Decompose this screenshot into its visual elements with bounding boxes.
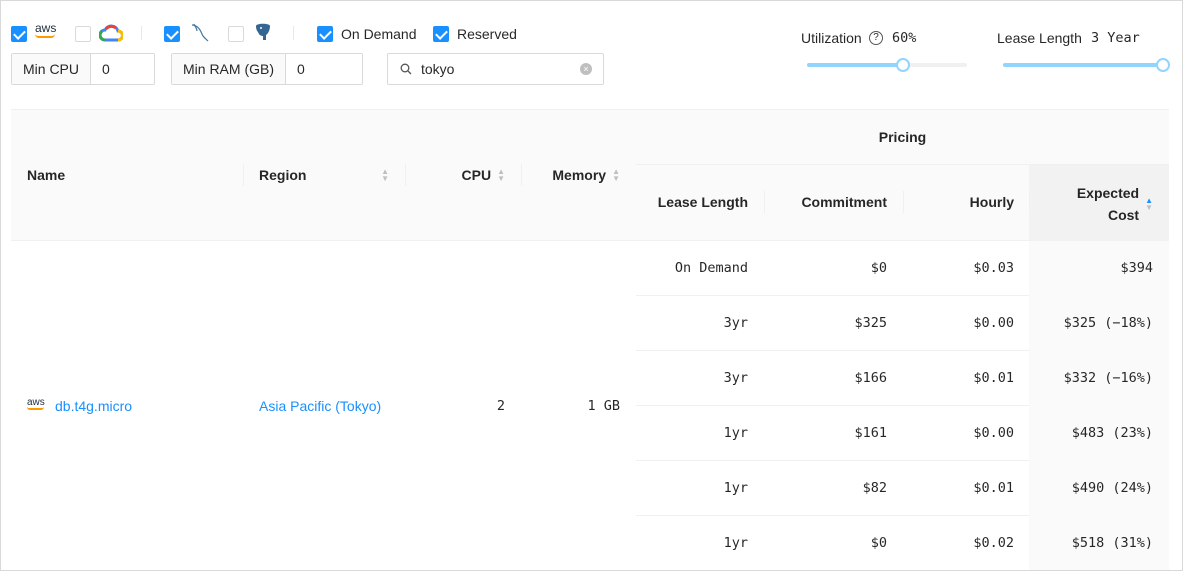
column-memory[interactable]: Memory ▲ ▼	[521, 167, 620, 183]
hourly-cell: $0.03	[973, 260, 1014, 276]
sort-icon: ▲ ▼	[612, 167, 620, 183]
expected-cost-cell: $483 (23%)	[1071, 425, 1153, 441]
hourly-cell: $0.01	[973, 480, 1014, 496]
sort-icon: ▲ ▼	[497, 167, 505, 183]
mysql-icon	[191, 23, 209, 42]
lease-cell: 3yr	[723, 315, 748, 331]
pricing-row: 3yr $166 $0.01 $332 (−16%)	[636, 351, 1169, 406]
column-name[interactable]: Name	[27, 167, 66, 183]
min-cpu-input[interactable]: 0	[102, 61, 110, 77]
min-ram-input[interactable]: 0	[297, 61, 305, 77]
postgresql-checkbox[interactable]	[228, 26, 244, 42]
aws-logo-icon: aws	[27, 397, 45, 410]
hourly-cell: $0.02	[973, 535, 1014, 551]
commitment-cell: $161	[854, 425, 887, 441]
min-cpu-label: Min CPU	[12, 54, 92, 84]
search-input[interactable]: tokyo ×	[387, 53, 604, 85]
column-region[interactable]: Region ▲ ▼	[259, 167, 389, 183]
column-lease-length[interactable]: Lease Length	[657, 194, 748, 210]
utilization-label: Utilization	[801, 30, 862, 46]
hourly-cell: $0.00	[973, 315, 1014, 331]
pricing-row: 1yr $161 $0.00 $483 (23%)	[636, 406, 1169, 461]
table-header	[11, 109, 1169, 241]
lease-cell: On Demand	[674, 260, 748, 276]
expected-cost-cell: $394	[1120, 260, 1153, 276]
commitment-cell: $325	[854, 315, 887, 331]
pricing-row: 1yr $0 $0.02 $518 (31%)	[636, 516, 1169, 570]
lease-length-value: 3 Year	[1091, 30, 1140, 46]
column-region-label: Region	[259, 167, 307, 183]
commitment-cell: $0	[870, 260, 887, 276]
column-cpu-label: CPU	[461, 167, 492, 183]
reserved-label: Reserved	[457, 26, 517, 42]
aws-logo-icon: aws	[35, 22, 56, 38]
commitment-cell: $166	[854, 370, 887, 386]
expected-cost-cell: $325 (−18%)	[1063, 315, 1153, 331]
aws-checkbox[interactable]	[11, 26, 27, 42]
column-expected-cost[interactable]: Expected Cost ▲ ▼	[1029, 182, 1153, 226]
sort-ascending-icon: ▲ ▼	[1145, 196, 1153, 212]
lease-cell: 1yr	[723, 480, 748, 496]
memory-value: 1 GB	[587, 398, 620, 414]
column-commitment[interactable]: Commitment	[801, 194, 887, 210]
min-ram-field[interactable]: Min RAM (GB) 0	[171, 53, 363, 85]
lease-length-label: Lease Length	[997, 30, 1082, 46]
on-demand-label: On Demand	[341, 26, 417, 42]
column-cpu[interactable]: CPU ▲ ▼	[405, 167, 505, 183]
expected-cost-cell: $518 (31%)	[1071, 535, 1153, 551]
column-memory-label: Memory	[552, 167, 607, 183]
on-demand-checkbox[interactable]	[317, 26, 333, 42]
lease-cell: 3yr	[723, 370, 748, 386]
utilization-slider[interactable]	[807, 58, 967, 72]
lease-cell: 1yr	[723, 535, 748, 551]
utilization-value: 60%	[892, 30, 917, 46]
commitment-cell: $82	[862, 480, 887, 496]
expected-cost-cell: $332 (−16%)	[1063, 370, 1153, 386]
search-icon	[400, 63, 412, 75]
pricing-row: On Demand $0 $0.03 $394	[636, 241, 1169, 296]
pricing-row: 1yr $82 $0.01 $490 (24%)	[636, 461, 1169, 516]
commitment-cell: $0	[870, 535, 887, 551]
reserved-checkbox[interactable]	[433, 26, 449, 42]
min-ram-label: Min RAM (GB)	[172, 54, 286, 84]
pricing-row: 3yr $325 $0.00 $325 (−18%)	[636, 296, 1169, 351]
region-link[interactable]: Asia Pacific (Tokyo)	[259, 398, 382, 414]
gcp-checkbox[interactable]	[75, 26, 91, 42]
instance-name-link[interactable]: db.t4g.micro	[55, 398, 133, 414]
lease-length-slider-handle[interactable]	[1156, 58, 1170, 72]
google-cloud-icon	[99, 24, 123, 42]
column-hourly[interactable]: Hourly	[969, 194, 1014, 210]
search-value: tokyo	[421, 61, 455, 77]
expected-cost-cell: $490 (24%)	[1071, 480, 1153, 496]
lease-length-slider[interactable]	[1003, 58, 1170, 72]
help-icon[interactable]: ?	[869, 31, 883, 45]
hourly-cell: $0.00	[973, 425, 1014, 441]
cpu-value: 2	[496, 398, 505, 414]
hourly-cell: $0.01	[973, 370, 1014, 386]
sort-icon: ▲ ▼	[381, 167, 389, 183]
clear-search-icon[interactable]: ×	[580, 63, 592, 75]
pricing-group-header: Pricing	[878, 129, 927, 145]
mysql-checkbox[interactable]	[164, 26, 180, 42]
postgresql-icon	[256, 23, 270, 40]
utilization-slider-handle[interactable]	[896, 58, 910, 72]
lease-cell: 1yr	[723, 425, 748, 441]
min-cpu-field[interactable]: Min CPU 0	[11, 53, 155, 85]
column-expected-cost-label: Expected Cost	[1076, 185, 1140, 223]
